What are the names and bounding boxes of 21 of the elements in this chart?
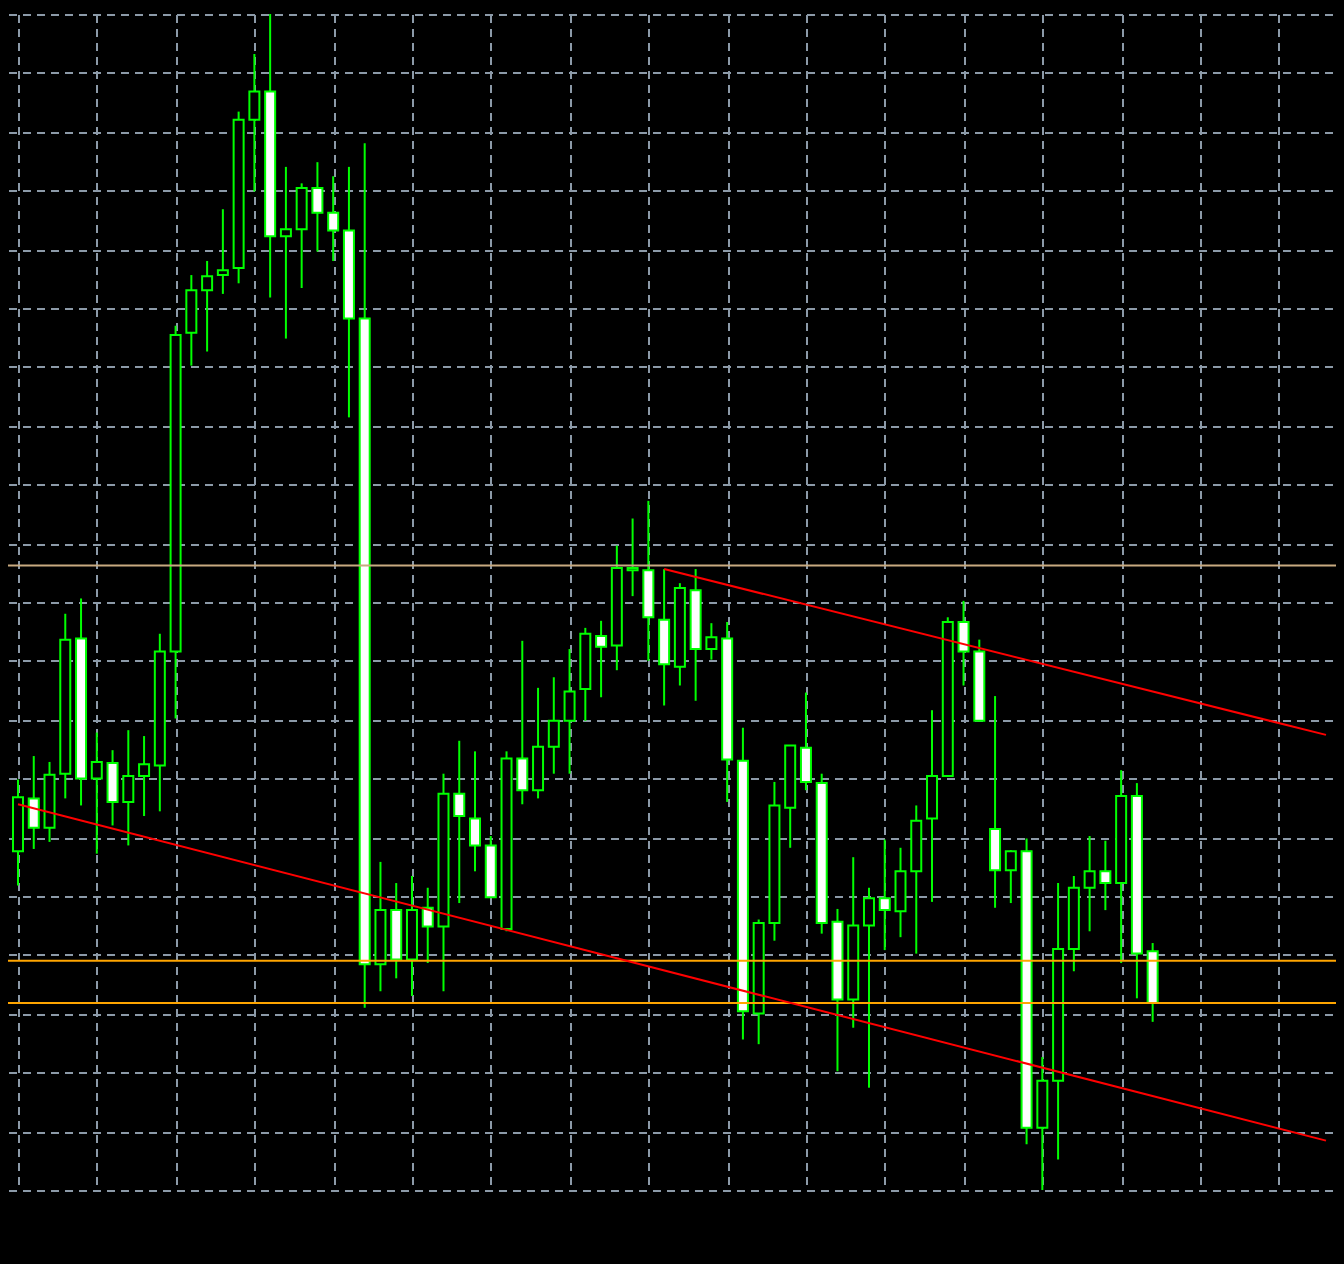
candlestick	[216, 208, 229, 295]
candlestick	[1004, 849, 1017, 905]
candlestick	[469, 750, 482, 873]
candlestick	[563, 648, 576, 775]
candlestick	[453, 739, 466, 905]
candlestick	[279, 165, 292, 340]
candlestick	[878, 838, 891, 952]
candlestick	[862, 886, 875, 1089]
candlestick	[799, 691, 812, 792]
candlestick	[27, 755, 40, 850]
candlestick	[327, 175, 340, 262]
candlestick	[138, 735, 151, 818]
candlestick	[547, 676, 560, 775]
candlestick	[926, 709, 939, 903]
candlestick	[658, 568, 671, 707]
candlestick	[201, 259, 214, 353]
candlestick	[185, 274, 198, 367]
candlestick	[989, 695, 1002, 909]
candlestick	[595, 619, 608, 699]
candlestick	[90, 731, 103, 855]
candlestick	[532, 686, 545, 800]
